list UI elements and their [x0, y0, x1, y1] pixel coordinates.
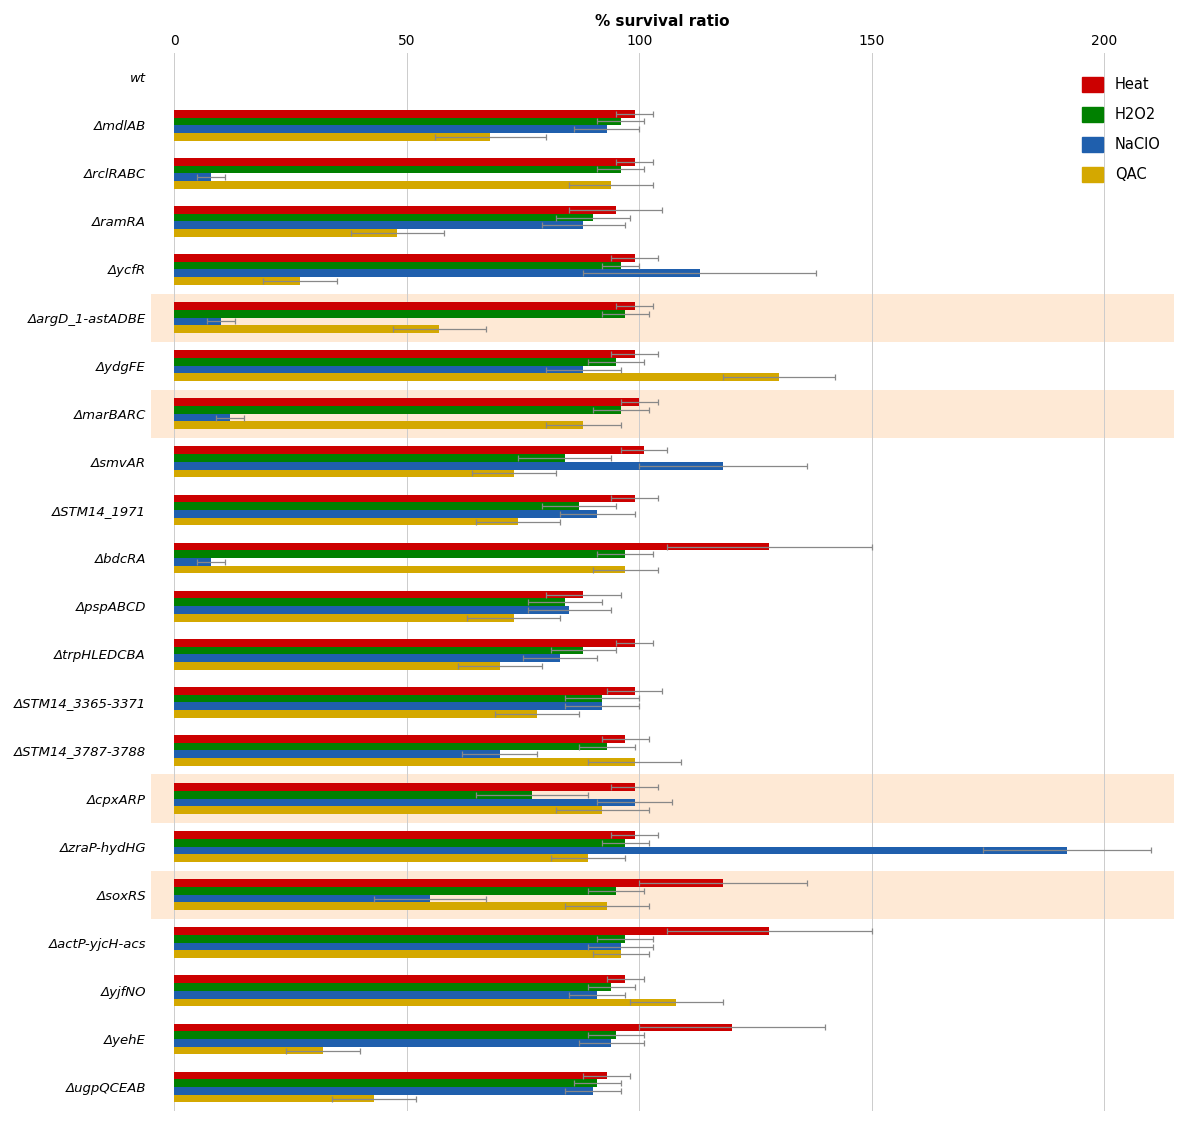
- Bar: [175, 831, 634, 839]
- Bar: [175, 783, 634, 791]
- Bar: [175, 943, 620, 951]
- Bar: [175, 854, 588, 862]
- Bar: [175, 358, 617, 366]
- Bar: [175, 366, 583, 374]
- Bar: [175, 991, 598, 999]
- Bar: [175, 951, 620, 958]
- Bar: [175, 999, 676, 1006]
- Bar: [175, 447, 644, 454]
- Bar: [175, 639, 634, 647]
- Bar: [175, 1087, 593, 1095]
- Bar: [175, 799, 634, 807]
- Bar: [175, 975, 625, 983]
- Bar: [175, 687, 634, 694]
- Bar: [175, 133, 491, 141]
- Bar: [175, 758, 634, 766]
- Bar: [175, 317, 221, 325]
- Bar: [175, 847, 1067, 854]
- Bar: [151, 294, 1174, 342]
- Bar: [175, 374, 779, 381]
- Bar: [175, 303, 634, 309]
- Bar: [175, 566, 625, 574]
- Bar: [175, 254, 634, 262]
- Bar: [175, 222, 583, 229]
- Legend: Heat, H2O2, NaClO, QAC: Heat, H2O2, NaClO, QAC: [1076, 71, 1167, 188]
- Bar: [175, 886, 617, 894]
- Bar: [175, 647, 583, 655]
- Bar: [151, 774, 1174, 822]
- Bar: [175, 983, 612, 991]
- X-axis label: % survival ratio: % survival ratio: [595, 14, 729, 29]
- Bar: [151, 871, 1174, 919]
- Bar: [175, 1046, 323, 1054]
- Bar: [175, 414, 230, 422]
- Bar: [175, 791, 532, 799]
- Bar: [175, 710, 537, 718]
- Bar: [175, 542, 770, 550]
- Bar: [175, 550, 625, 558]
- Bar: [175, 502, 579, 510]
- Bar: [175, 839, 625, 847]
- Bar: [175, 455, 564, 462]
- Bar: [175, 229, 397, 236]
- Bar: [175, 350, 634, 358]
- Bar: [151, 389, 1174, 438]
- Bar: [175, 422, 583, 429]
- Bar: [175, 927, 770, 935]
- Bar: [175, 735, 625, 742]
- Bar: [175, 694, 602, 702]
- Bar: [175, 125, 607, 133]
- Bar: [175, 277, 299, 285]
- Bar: [175, 591, 583, 598]
- Bar: [175, 518, 518, 525]
- Bar: [175, 117, 620, 125]
- Bar: [175, 742, 607, 750]
- Bar: [175, 1032, 617, 1040]
- Bar: [175, 935, 625, 943]
- Bar: [175, 510, 598, 518]
- Bar: [175, 325, 440, 333]
- Bar: [175, 309, 625, 317]
- Bar: [175, 158, 634, 165]
- Bar: [175, 206, 617, 214]
- Bar: [175, 606, 569, 614]
- Bar: [175, 406, 620, 414]
- Bar: [175, 1079, 598, 1087]
- Bar: [175, 181, 612, 189]
- Bar: [175, 462, 723, 469]
- Bar: [175, 165, 620, 173]
- Bar: [175, 1040, 612, 1046]
- Bar: [175, 1024, 732, 1032]
- Bar: [175, 662, 500, 669]
- Bar: [175, 1072, 607, 1079]
- Bar: [175, 880, 723, 886]
- Bar: [175, 495, 634, 502]
- Bar: [175, 807, 602, 813]
- Bar: [175, 614, 513, 621]
- Bar: [175, 214, 593, 222]
- Bar: [175, 270, 700, 277]
- Bar: [175, 894, 430, 902]
- Bar: [175, 902, 607, 910]
- Bar: [175, 469, 513, 477]
- Bar: [175, 558, 211, 566]
- Bar: [175, 750, 500, 758]
- Bar: [175, 655, 561, 662]
- Bar: [175, 173, 211, 181]
- Bar: [175, 598, 564, 606]
- Bar: [175, 702, 602, 710]
- Bar: [175, 110, 634, 117]
- Bar: [175, 262, 620, 270]
- Bar: [175, 398, 639, 406]
- Bar: [175, 1095, 374, 1102]
